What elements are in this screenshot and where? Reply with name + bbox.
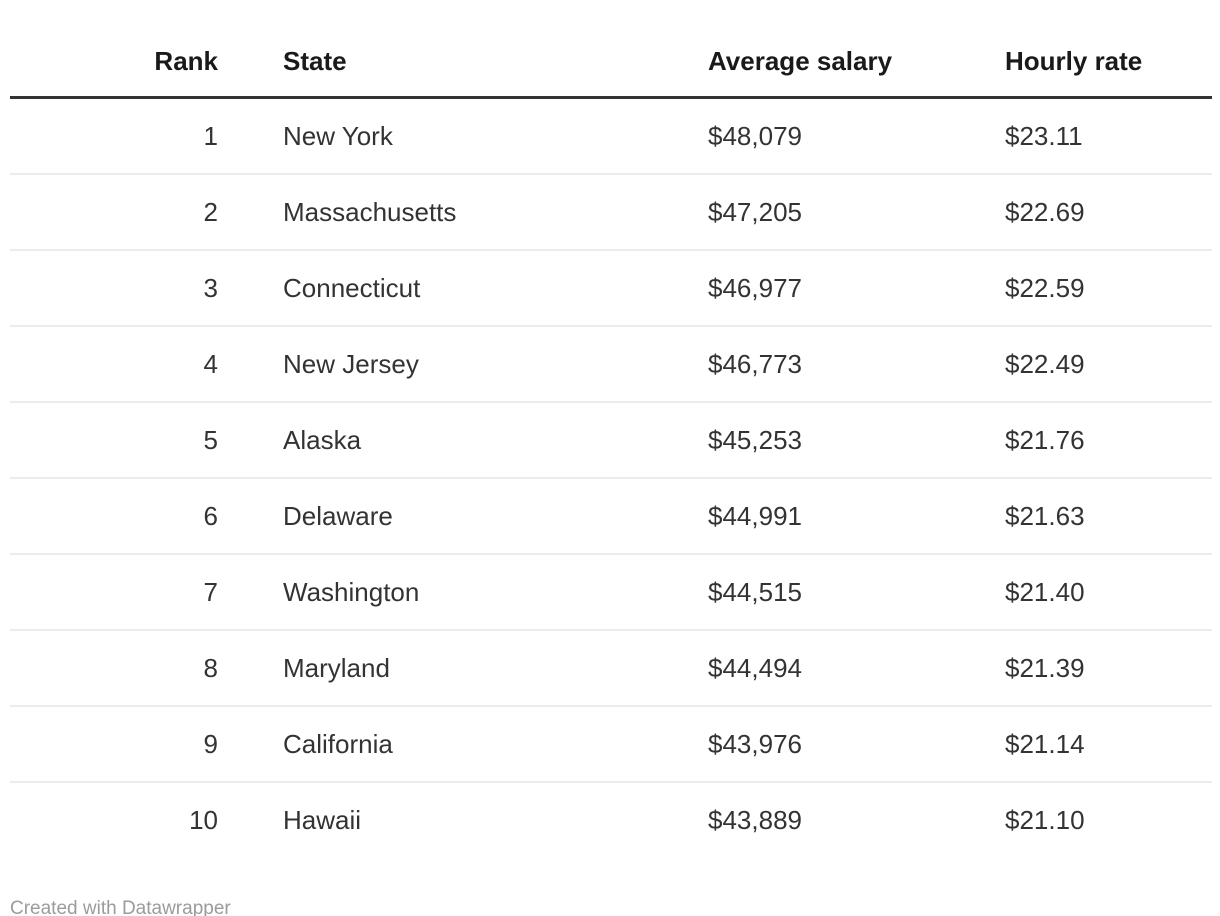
state-cell: Connecticut xyxy=(218,250,708,327)
rank-cell: 10 xyxy=(189,805,218,835)
column-header-average-salary: Average salary xyxy=(708,0,1005,99)
state-cell: Washington xyxy=(218,554,708,631)
table-row: 1 New York $48,079 $23.11 xyxy=(10,97,1212,175)
state-cell: New York xyxy=(218,97,708,175)
state-cell: Maryland xyxy=(218,630,708,707)
salary-cell: $46,977 xyxy=(708,250,1005,327)
salary-cell: $43,976 xyxy=(708,706,1005,783)
salary-cell: $45,253 xyxy=(708,402,1005,479)
rank-cell: 1 xyxy=(10,97,218,175)
rank-cell: 3 xyxy=(10,250,218,327)
salary-cell: $44,494 xyxy=(708,630,1005,707)
rank-cell: 2 xyxy=(10,174,218,251)
rank-cell: 9 xyxy=(10,706,218,783)
table-header: Rank State Average salary Hourly rate xyxy=(10,0,1212,99)
table-row: 10 Hawaii $43,889 $21.10 xyxy=(10,782,1212,857)
hourly-rate-cell: $21.10 xyxy=(1005,805,1085,835)
hourly-rate-cell: $23.11 xyxy=(1005,97,1212,175)
datawrapper-credit-link[interactable]: Created with Datawrapper xyxy=(10,898,231,916)
rank-cell: 4 xyxy=(10,326,218,403)
state-cell: Hawaii xyxy=(283,805,362,835)
table-row: 4 New Jersey $46,773 $22.49 xyxy=(10,326,1212,403)
table-row: 2 Massachusetts $47,205 $22.69 xyxy=(10,174,1212,251)
hourly-rate-cell: $21.76 xyxy=(1005,402,1212,479)
table-row: 3 Connecticut $46,977 $22.59 xyxy=(10,250,1212,327)
table-body: 1 New York $48,079 $23.11 2 Massachusetts $47,… xyxy=(10,97,1212,858)
state-cell: Delaware xyxy=(218,478,708,555)
rank-cell: 6 xyxy=(10,478,218,555)
table-row: 6 Delaware $44,991 $21.63 xyxy=(10,478,1212,555)
state-cell: New Jersey xyxy=(218,326,708,403)
salary-cell: $48,079 xyxy=(708,97,1005,175)
hourly-rate-cell: $21.40 xyxy=(1005,554,1212,631)
salary-cell: $47,205 xyxy=(708,174,1005,251)
table-row: 7 Washington $44,515 $21.40 xyxy=(10,554,1212,631)
hourly-rate-cell: $21.63 xyxy=(1005,478,1212,555)
salary-cell: $44,515 xyxy=(708,554,1005,631)
table-row: 5 Alaska $45,253 $21.76 xyxy=(10,402,1212,479)
column-header-state: State xyxy=(218,0,708,99)
hourly-rate-cell: $22.69 xyxy=(1005,174,1212,251)
hourly-rate-cell: $22.49 xyxy=(1005,326,1212,403)
column-header-hourly-rate: Hourly rate xyxy=(1005,0,1212,99)
rank-cell: 8 xyxy=(10,630,218,707)
rank-cell: 7 xyxy=(10,554,218,631)
table-row: 9 California $43,976 $21.14 xyxy=(10,706,1212,783)
state-cell: California xyxy=(218,706,708,783)
rank-cell: 5 xyxy=(10,402,218,479)
table-header-row: Rank State Average salary Hourly rate xyxy=(10,0,1212,99)
table-row: 8 Maryland $44,494 $21.39 xyxy=(10,630,1212,707)
column-header-rank: Rank xyxy=(10,0,218,99)
state-cell: Alaska xyxy=(218,402,708,479)
salary-cell: $44,991 xyxy=(708,478,1005,555)
hourly-rate-cell: $21.39 xyxy=(1005,630,1212,707)
hourly-rate-cell: $22.59 xyxy=(1005,250,1212,327)
salary-cell: $43,889 xyxy=(708,805,802,835)
salary-cell: $46,773 xyxy=(708,326,1005,403)
attribution: Created with Datawrapper xyxy=(10,897,1220,916)
hourly-rate-cell: $21.14 xyxy=(1005,706,1212,783)
state-cell: Massachusetts xyxy=(218,174,708,251)
